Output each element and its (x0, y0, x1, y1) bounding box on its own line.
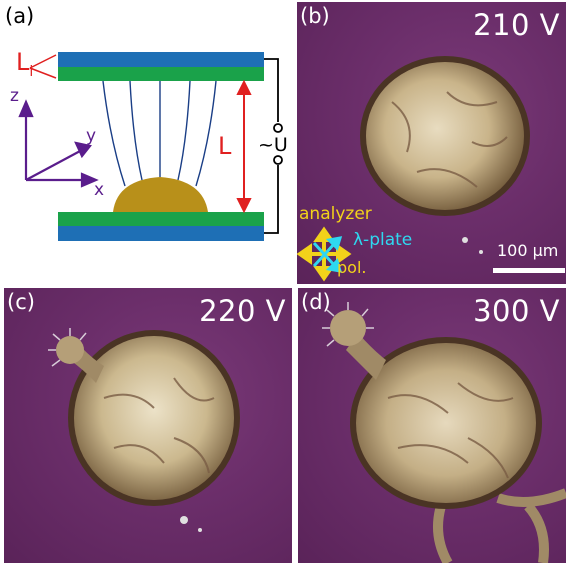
li-pointer-2 (29, 67, 57, 79)
bottom-electrode (58, 226, 264, 241)
panel-c-micrograph: (c) 220 V (4, 288, 292, 563)
li-pointer (29, 54, 57, 69)
panel-d-voltage: 300 V (473, 294, 560, 328)
panel-d-micrograph: (d) 300 V (298, 288, 566, 563)
panel-b-voltage: 210 V (473, 8, 560, 42)
top-alignment-layer (58, 67, 264, 81)
field-lines (102, 80, 217, 187)
droplet (366, 62, 524, 210)
texture (391, 91, 508, 188)
panel-b-micrograph: (b) 210 V analyzer λ-plate pol. 100 µm (297, 2, 566, 284)
droplet (113, 177, 208, 212)
panel-b-label: (b) (300, 4, 330, 28)
analyzer-label: analyzer (299, 204, 372, 224)
schematic-diagram (18, 52, 283, 241)
droplet (356, 343, 536, 503)
l-label: L (218, 132, 232, 160)
x-axis-label: x (94, 180, 105, 200)
l-arrow (236, 79, 252, 214)
z-axis-label: z (10, 86, 19, 106)
spikes (48, 328, 87, 367)
panel-a-label: (a) (5, 4, 35, 28)
particle (180, 516, 188, 524)
voltage-source-label: ~U (258, 134, 288, 156)
texture (387, 382, 514, 479)
lambda-plate-label: λ-plate (353, 230, 413, 250)
panel-d-label: (d) (301, 290, 331, 314)
spikes (322, 302, 374, 347)
micrograph-b (297, 56, 565, 282)
micrograph-c (48, 328, 240, 532)
panel-a-schematic: (a) Li L ~U z y x (0, 0, 290, 282)
satellite-droplet (330, 310, 366, 346)
droplet (74, 336, 234, 500)
scale-bar-label: 100 µm (497, 241, 559, 260)
scale-bar (493, 268, 565, 273)
neck (346, 333, 386, 380)
axes-icon (18, 99, 99, 188)
particle (479, 250, 483, 254)
micrograph-d (322, 302, 566, 563)
lambda-plate-arrows-icon (312, 236, 343, 273)
texture (103, 377, 215, 474)
panel-c-label: (c) (7, 290, 35, 314)
y-axis-label: y (86, 126, 97, 146)
panel-c-voltage: 220 V (199, 294, 286, 328)
circuit (264, 58, 283, 234)
top-electrode (58, 52, 264, 67)
particle (198, 528, 202, 532)
li-label: Li (16, 48, 34, 80)
polarizer-label: pol. (337, 258, 367, 277)
bottom-alignment-layer (58, 212, 264, 226)
satellite-droplet (56, 336, 84, 364)
particle (462, 237, 468, 243)
